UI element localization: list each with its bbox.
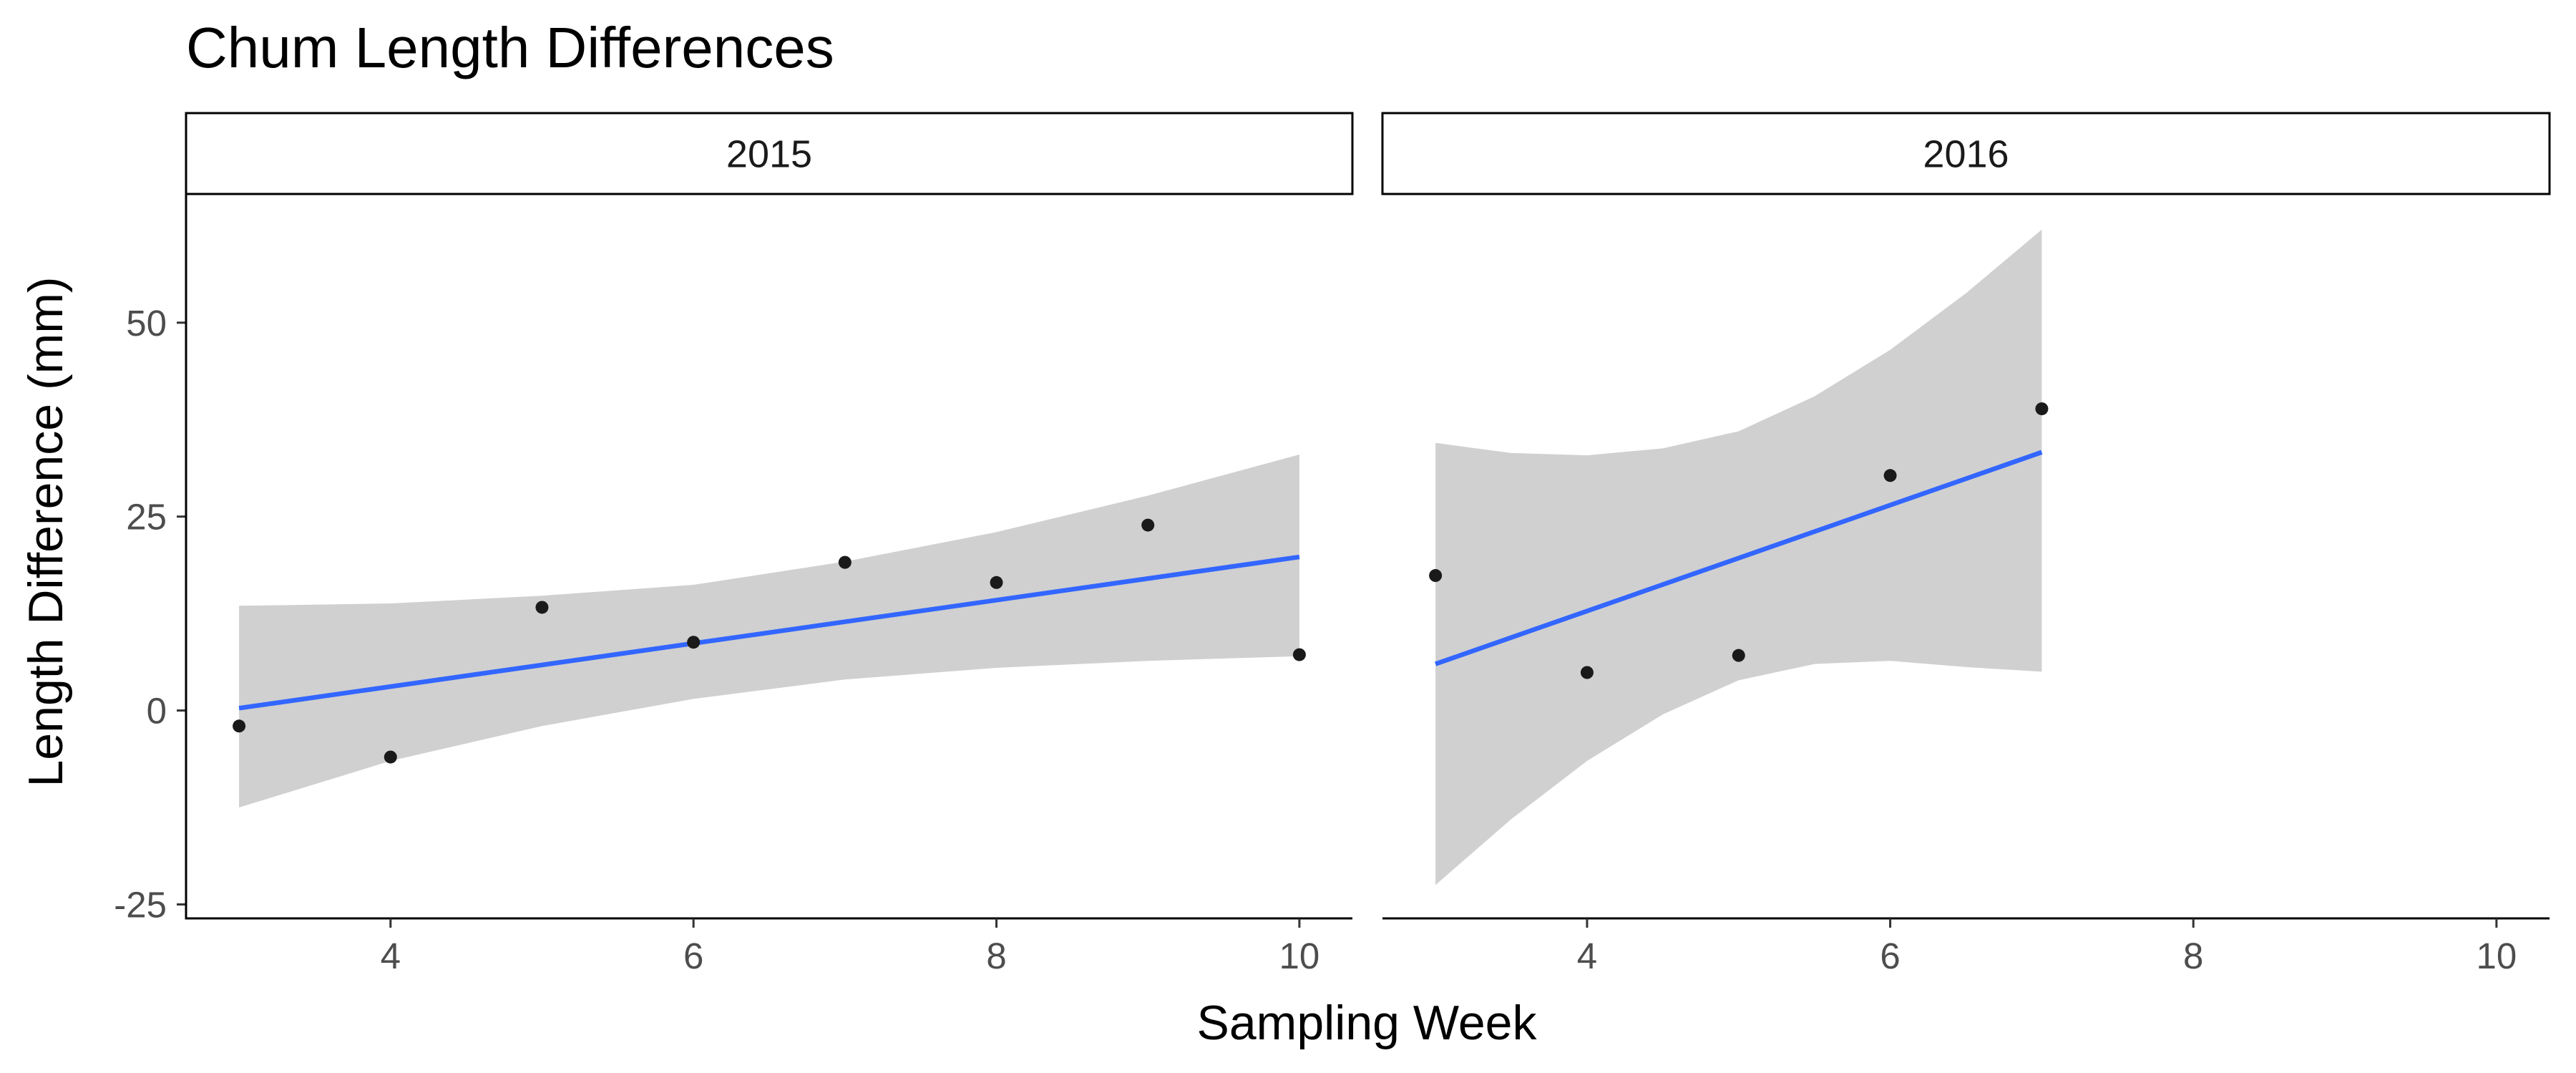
data-point [1732, 649, 1745, 662]
x-tick-label: 8 [2183, 936, 2203, 976]
x-axis-title: Sampling Week [1197, 996, 1538, 1050]
panels: -25 0 25 50 2015 4 6 8 10 2016 4 6 8 10 [114, 112, 2551, 976]
data-point [1429, 569, 1443, 583]
x-tick-label: 6 [1880, 936, 1900, 976]
data-point [233, 719, 246, 733]
x-tick-label: 10 [1279, 936, 1320, 976]
data-point [1292, 648, 1306, 661]
data-point [838, 555, 852, 569]
y-axis-title: Length Difference (mm) [19, 276, 73, 787]
panel-2016: 2016 4 6 8 10 [1381, 112, 2551, 976]
facet-strip [185, 112, 1354, 195]
x-tick-label: 6 [683, 936, 703, 976]
y-tick-label: -25 [114, 884, 167, 925]
x-tick-label: 10 [2476, 936, 2517, 976]
data-point [990, 576, 1003, 589]
y-tick-label: 50 [126, 303, 167, 344]
panel-2015: 2015 4 6 8 10 [185, 112, 1354, 976]
regression-line [238, 554, 1300, 711]
facet-strip-label: 2016 [1923, 133, 2009, 176]
regression-line [1435, 450, 2043, 666]
facet-strip-label: 2015 [726, 133, 812, 176]
x-tick-label: 4 [381, 936, 401, 976]
data-point [1883, 469, 1897, 482]
data-point [1141, 518, 1155, 532]
chart-title: Chum Length Differences [186, 16, 834, 79]
y-tick-label: 0 [147, 691, 167, 732]
data-point [384, 750, 397, 764]
y-tick-label: 25 [126, 497, 167, 538]
data-point [687, 636, 701, 649]
x-tick-label: 4 [1577, 936, 1597, 976]
x-tick-label: 8 [986, 936, 1006, 976]
data-point [535, 601, 549, 614]
data-point [2035, 402, 2049, 416]
data-point [1580, 666, 1594, 679]
facet-strip [1381, 112, 2551, 195]
